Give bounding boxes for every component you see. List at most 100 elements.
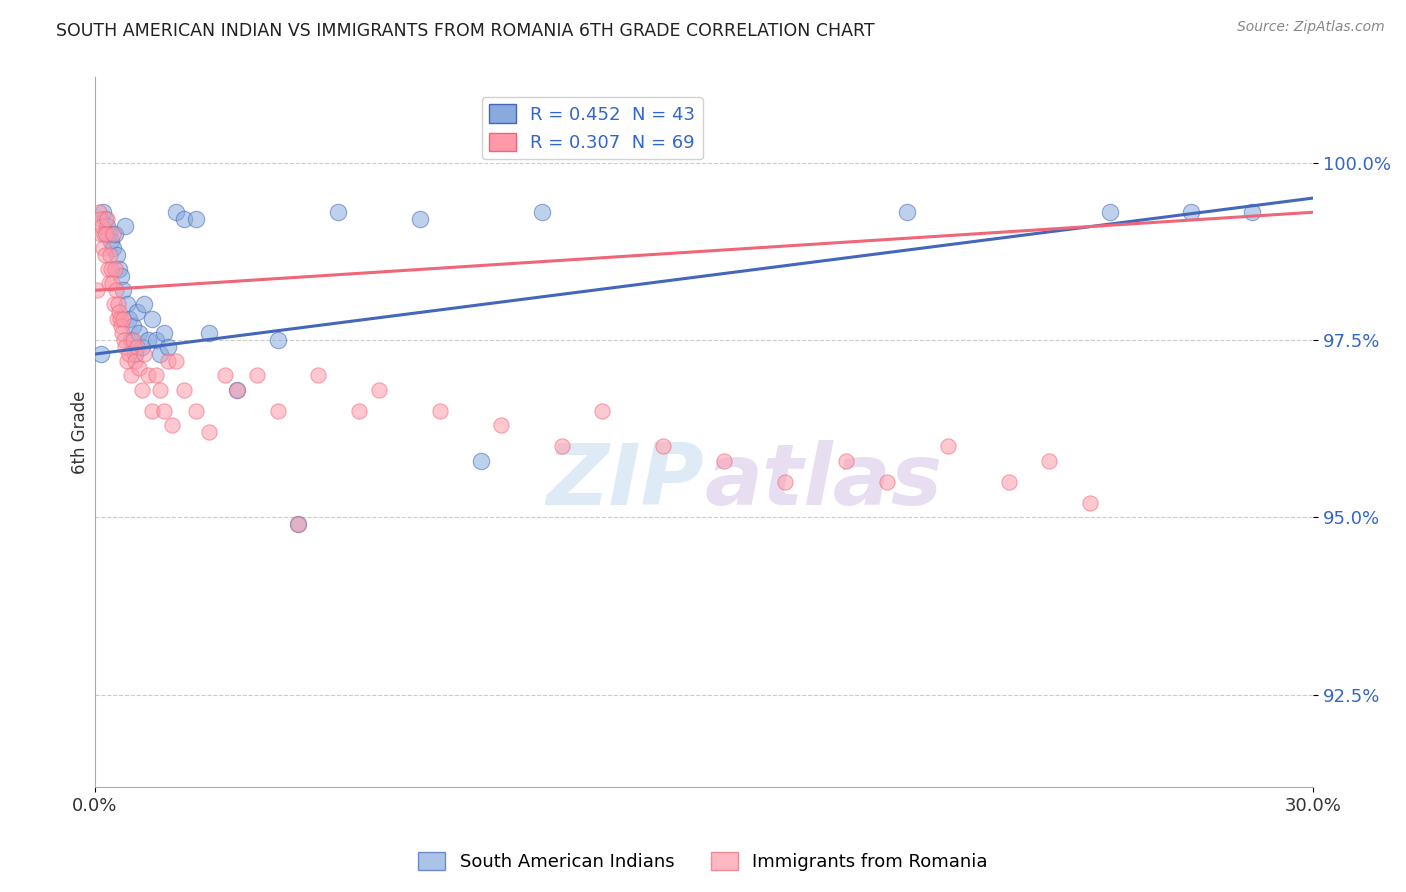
Point [93, 227, 115, 241]
Point [127, 340, 149, 354]
Point [153, 404, 176, 418]
Point [97, 262, 120, 277]
Text: Source: ZipAtlas.com: Source: ZipAtlas.com [1237, 20, 1385, 34]
Point [91, 241, 114, 255]
Point [96, 212, 118, 227]
Point [328, 205, 350, 219]
Point [104, 227, 127, 241]
Point [131, 340, 153, 354]
Point [91, 205, 114, 219]
Point [124, 354, 146, 368]
Point [98, 227, 121, 241]
Point [165, 205, 187, 219]
Point [136, 333, 159, 347]
Text: ZIP: ZIP [547, 441, 704, 524]
Point [429, 404, 451, 418]
Point [551, 439, 574, 453]
Point [112, 283, 135, 297]
Point [120, 368, 142, 383]
Point [94, 248, 117, 262]
Point [98, 276, 121, 290]
Point [287, 517, 309, 532]
Point [266, 404, 288, 418]
Point [652, 439, 675, 453]
Point [896, 205, 918, 219]
Point [368, 383, 391, 397]
Point [876, 475, 898, 489]
Point [1180, 205, 1202, 219]
Point [131, 383, 153, 397]
Point [101, 276, 124, 290]
Point [91, 219, 114, 234]
Point [197, 326, 219, 340]
Point [101, 227, 124, 241]
Point [173, 383, 195, 397]
Point [114, 340, 136, 354]
Point [186, 212, 208, 227]
Point [105, 283, 128, 297]
Point [120, 333, 142, 347]
Point [145, 333, 167, 347]
Point [936, 439, 959, 453]
Point [153, 326, 176, 340]
Point [110, 268, 132, 283]
Point [118, 347, 141, 361]
Point [287, 517, 309, 532]
Point [132, 297, 155, 311]
Point [226, 383, 249, 397]
Point [145, 368, 167, 383]
Point [470, 453, 492, 467]
Point [103, 297, 125, 311]
Point [214, 368, 236, 383]
Point [114, 333, 136, 347]
Point [104, 262, 127, 277]
Point [1241, 205, 1264, 219]
Point [530, 205, 553, 219]
Point [1099, 205, 1122, 219]
Point [307, 368, 329, 383]
Point [111, 326, 134, 340]
Point [160, 418, 183, 433]
Point [592, 404, 614, 418]
Point [96, 219, 118, 234]
Point [122, 318, 145, 333]
Point [105, 311, 128, 326]
Point [87, 205, 110, 219]
Point [149, 383, 172, 397]
Point [1078, 496, 1101, 510]
Point [118, 311, 141, 326]
Point [136, 368, 159, 383]
Point [108, 262, 131, 277]
Point [246, 368, 269, 383]
Point [96, 227, 118, 241]
Point [108, 304, 131, 318]
Point [347, 404, 370, 418]
Point [149, 347, 172, 361]
Point [489, 418, 512, 433]
Text: atlas: atlas [704, 441, 942, 524]
Point [409, 212, 432, 227]
Point [835, 453, 858, 467]
Point [89, 212, 111, 227]
Point [114, 219, 136, 234]
Point [128, 326, 150, 340]
Point [94, 212, 117, 227]
Point [107, 297, 129, 311]
Point [165, 354, 187, 368]
Point [90, 227, 112, 241]
Point [1038, 453, 1060, 467]
Point [141, 404, 163, 418]
Point [128, 361, 150, 376]
Legend: R = 0.452  N = 43, R = 0.307  N = 69: R = 0.452 N = 43, R = 0.307 N = 69 [481, 97, 703, 160]
Point [156, 354, 179, 368]
Point [110, 318, 132, 333]
Point [156, 340, 179, 354]
Point [997, 475, 1019, 489]
Point [101, 241, 124, 255]
Point [132, 347, 155, 361]
Text: SOUTH AMERICAN INDIAN VS IMMIGRANTS FROM ROMANIA 6TH GRADE CORRELATION CHART: SOUTH AMERICAN INDIAN VS IMMIGRANTS FROM… [56, 22, 875, 40]
Point [197, 425, 219, 439]
Point [110, 311, 132, 326]
Point [105, 248, 128, 262]
Point [266, 333, 288, 347]
